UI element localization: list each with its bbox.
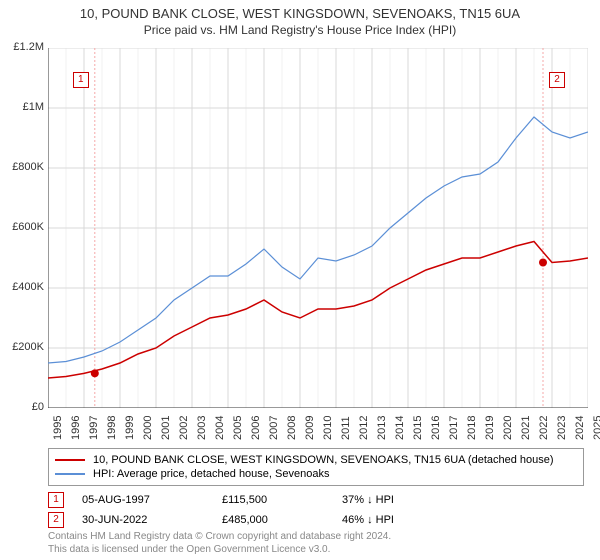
legend-label: HPI: Average price, detached house, Seve… bbox=[93, 468, 329, 480]
chart-title-line2: Price paid vs. HM Land Registry's House … bbox=[0, 21, 600, 41]
row-pct: 46% ↓ HPI bbox=[342, 514, 462, 526]
footer-line2: This data is licensed under the Open Gov… bbox=[48, 543, 391, 556]
footer-attribution: Contains HM Land Registry data © Crown c… bbox=[48, 530, 391, 556]
x-tick-label: 2015 bbox=[412, 416, 424, 440]
x-tick-label: 2025 bbox=[592, 416, 600, 440]
y-tick-label: £200K bbox=[2, 341, 44, 353]
y-tick-label: £1.2M bbox=[2, 41, 44, 53]
x-tick-label: 2003 bbox=[196, 416, 208, 440]
legend-item: 10, POUND BANK CLOSE, WEST KINGSDOWN, SE… bbox=[55, 453, 577, 467]
y-tick-label: £1M bbox=[2, 101, 44, 113]
row-marker: 1 bbox=[48, 492, 64, 508]
x-tick-label: 2022 bbox=[538, 416, 550, 440]
x-tick-label: 2013 bbox=[376, 416, 388, 440]
table-row: 1 05-AUG-1997 £115,500 37% ↓ HPI bbox=[48, 490, 584, 510]
row-price: £485,000 bbox=[222, 514, 342, 526]
x-tick-label: 2009 bbox=[304, 416, 316, 440]
x-tick-label: 2019 bbox=[484, 416, 496, 440]
legend-swatch bbox=[55, 473, 85, 475]
x-tick-label: 1998 bbox=[106, 416, 118, 440]
x-tick-label: 2000 bbox=[142, 416, 154, 440]
x-tick-label: 2008 bbox=[286, 416, 298, 440]
x-tick-label: 2024 bbox=[574, 416, 586, 440]
x-tick-label: 2016 bbox=[430, 416, 442, 440]
transactions-table: 1 05-AUG-1997 £115,500 37% ↓ HPI 2 30-JU… bbox=[48, 490, 584, 530]
x-tick-label: 1997 bbox=[88, 416, 100, 440]
row-date: 05-AUG-1997 bbox=[82, 494, 222, 506]
row-date: 30-JUN-2022 bbox=[82, 514, 222, 526]
x-tick-label: 2023 bbox=[556, 416, 568, 440]
chart-marker-label: 1 bbox=[73, 72, 89, 88]
x-tick-label: 2001 bbox=[160, 416, 172, 440]
x-tick-label: 2005 bbox=[232, 416, 244, 440]
y-tick-label: £0 bbox=[2, 401, 44, 413]
legend-item: HPI: Average price, detached house, Seve… bbox=[55, 467, 577, 481]
legend-swatch bbox=[55, 459, 85, 461]
chart-container: 10, POUND BANK CLOSE, WEST KINGSDOWN, SE… bbox=[0, 0, 600, 560]
x-tick-label: 1999 bbox=[124, 416, 136, 440]
x-tick-label: 2010 bbox=[322, 416, 334, 440]
legend-box: 10, POUND BANK CLOSE, WEST KINGSDOWN, SE… bbox=[48, 448, 584, 486]
row-pct: 37% ↓ HPI bbox=[342, 494, 462, 506]
x-tick-label: 1996 bbox=[70, 416, 82, 440]
y-tick-label: £600K bbox=[2, 221, 44, 233]
y-tick-label: £800K bbox=[2, 161, 44, 173]
x-tick-label: 2020 bbox=[502, 416, 514, 440]
x-tick-label: 2021 bbox=[520, 416, 532, 440]
x-tick-label: 2006 bbox=[250, 416, 262, 440]
x-tick-label: 2014 bbox=[394, 416, 406, 440]
x-tick-label: 2017 bbox=[448, 416, 460, 440]
x-tick-label: 2012 bbox=[358, 416, 370, 440]
x-tick-label: 2004 bbox=[214, 416, 226, 440]
y-tick-label: £400K bbox=[2, 281, 44, 293]
footer-line1: Contains HM Land Registry data © Crown c… bbox=[48, 530, 391, 543]
x-tick-label: 2007 bbox=[268, 416, 280, 440]
chart-title-line1: 10, POUND BANK CLOSE, WEST KINGSDOWN, SE… bbox=[0, 0, 600, 21]
x-tick-label: 2011 bbox=[340, 416, 352, 440]
legend-label: 10, POUND BANK CLOSE, WEST KINGSDOWN, SE… bbox=[93, 454, 554, 466]
table-row: 2 30-JUN-2022 £485,000 46% ↓ HPI bbox=[48, 510, 584, 530]
chart-svg bbox=[48, 48, 588, 408]
row-price: £115,500 bbox=[222, 494, 342, 506]
x-tick-label: 1995 bbox=[52, 416, 64, 440]
x-tick-label: 2018 bbox=[466, 416, 478, 440]
chart-marker-label: 2 bbox=[549, 72, 565, 88]
chart-plot-area bbox=[48, 48, 588, 408]
x-tick-label: 2002 bbox=[178, 416, 190, 440]
row-marker: 2 bbox=[48, 512, 64, 528]
